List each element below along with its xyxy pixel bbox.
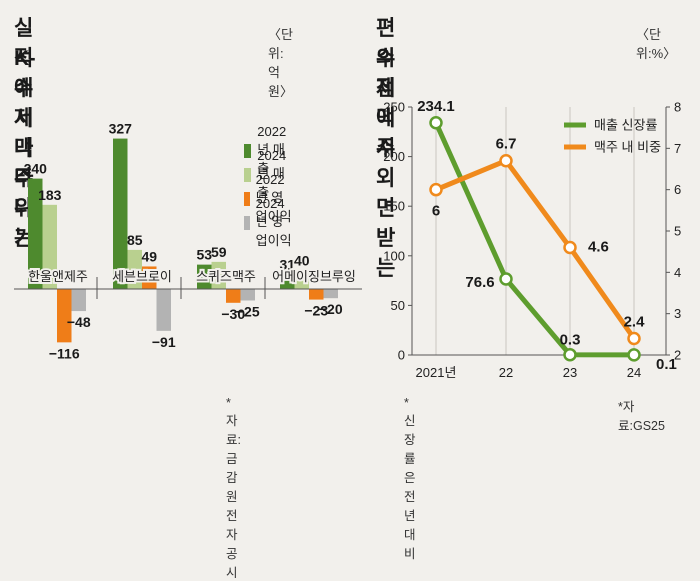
bar <box>28 178 43 289</box>
bar-value-label: −25 <box>236 304 260 320</box>
data-point <box>429 182 443 197</box>
bar <box>156 289 171 331</box>
legend-label: 2022년 영업이익 <box>255 172 292 224</box>
bar-value-label: 59 <box>211 244 227 260</box>
bar-value-label: 327 <box>109 121 133 137</box>
right-tick-label: 8 <box>674 100 681 115</box>
right-title-line1: 편의점에서 외면받는 <box>376 17 395 280</box>
bar <box>42 204 57 289</box>
bar <box>323 289 338 299</box>
bar-value-label: −91 <box>152 334 176 350</box>
left-tick-label: 0 <box>398 348 405 363</box>
right-tick-label: 4 <box>674 265 681 280</box>
bar-value-label: −20 <box>319 301 343 317</box>
right-tick-label: 6 <box>674 182 681 197</box>
bar <box>211 261 226 289</box>
legend-swatch <box>244 143 252 158</box>
bar <box>294 270 309 289</box>
bar-value-label: 49 <box>141 248 157 264</box>
bar-value-label: −48 <box>67 314 91 330</box>
legend-label: 2024년 영업이익 <box>255 196 292 248</box>
legend-swatch <box>244 215 250 230</box>
data-point <box>499 272 513 286</box>
left-title-line2: K-수제맥주 위기 <box>14 47 36 250</box>
left-tick-label: 100 <box>383 248 405 263</box>
legend-swatch <box>244 191 250 206</box>
data-label: 2.4 <box>624 313 646 330</box>
bar-value-label: 85 <box>127 232 143 248</box>
data-label: 6 <box>432 203 440 220</box>
bar <box>240 289 255 301</box>
bar-value-label: −116 <box>49 345 80 361</box>
legend-label: 매출 신장률 <box>594 118 657 133</box>
right-tick-label: 5 <box>674 224 681 239</box>
legend-item-2022-sales: 2022년 매출 <box>244 124 293 177</box>
category-label: 세븐브로이 <box>112 269 172 284</box>
left-tick-label: 250 <box>383 100 405 115</box>
x-tick-label: 2021년 <box>416 365 457 380</box>
right-tick-label: 3 <box>674 306 681 321</box>
bar <box>127 249 142 289</box>
right-tick-label: 2 <box>674 348 681 363</box>
bar-value-label: 31 <box>279 257 295 273</box>
legend-swatch <box>244 167 252 182</box>
bar-value-label: −23 <box>304 303 328 319</box>
left-tick-label: 150 <box>383 199 405 214</box>
series-line <box>433 121 635 358</box>
left-tick-label: 50 <box>391 298 405 313</box>
bar <box>197 264 212 289</box>
bar <box>57 289 72 343</box>
bar-value-label: −30 <box>221 306 245 322</box>
data-label: 4.6 <box>588 239 609 256</box>
left-tick-label: 200 <box>383 149 405 164</box>
right-tick-label: 7 <box>674 141 681 156</box>
legend-item-2022-profit: 2022년 영업이익 <box>244 172 293 225</box>
category-label: 한울앤제주 <box>28 269 88 284</box>
category-label: 스퀴즈맥주 <box>196 269 256 284</box>
legend-label: 2022년 매출 <box>257 124 287 176</box>
data-label: 76.6 <box>465 274 494 291</box>
legend-label: 맥주 내 비중 <box>594 140 661 155</box>
bar-value-label: 53 <box>196 247 212 263</box>
x-tick-label: 23 <box>563 365 577 380</box>
bar <box>226 289 241 303</box>
bar <box>309 289 324 300</box>
data-point <box>499 153 513 168</box>
bar-chart: 240 327 53 31 183 85 59 40 −116 49 −30 −23 −48 −91 −25… <box>14 121 362 361</box>
data-point <box>563 240 577 255</box>
data-point <box>429 116 443 130</box>
data-label: 234.1 <box>417 98 455 115</box>
category-label: 어메이징브루잉 <box>272 269 356 284</box>
data-point <box>563 347 577 362</box>
bar <box>71 289 86 312</box>
data-point <box>627 348 641 362</box>
bar <box>280 274 295 289</box>
data-label: 0.3 <box>560 332 581 349</box>
data-point <box>627 331 641 346</box>
right-title-line2: 수제맥주 <box>376 47 395 160</box>
series-line <box>435 158 637 340</box>
bar-value-label: 40 <box>294 253 310 269</box>
legend-item-2024-sales: 2024년 매출 <box>244 148 293 201</box>
x-tick-label: 22 <box>499 365 513 380</box>
legend-label: 2024년 매출 <box>257 148 287 200</box>
bar <box>113 138 128 289</box>
data-label: 6.7 <box>496 136 517 153</box>
left-unit-label: 〈단위:억원〉 <box>268 27 293 99</box>
x-tick-label: 24 <box>627 365 641 380</box>
data-label: 0.1 <box>656 356 677 373</box>
bar <box>142 266 157 289</box>
right-unit-label: 〈단위:%〉 <box>636 27 677 61</box>
bar-value-label: 240 <box>24 161 48 177</box>
bar-value-label: 183 <box>38 187 62 203</box>
legend-item-2024-profit: 2024년 영업이익 <box>244 196 293 249</box>
